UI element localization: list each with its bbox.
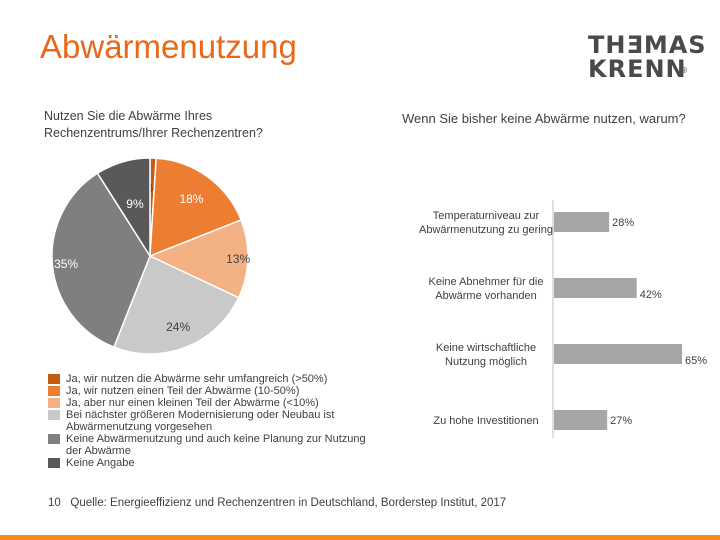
bar-category-label: Temperaturniveau zur Abwärmenutzung zu ge… <box>419 210 553 236</box>
bar <box>554 212 610 232</box>
pie-slice <box>96 157 151 259</box>
legend-swatch <box>48 398 60 408</box>
pie-data-label: 35% <box>54 257 78 271</box>
logo-line-1: THƎMAS <box>588 31 707 59</box>
legend-label: Ja, aber nur einen kleinen Teil der Abwä… <box>66 397 319 409</box>
pie-slice <box>149 157 243 258</box>
legend-item: Bei nächster größeren Modernisierung ode… <box>48 409 368 433</box>
legend-swatch <box>48 374 60 384</box>
pie-chart: 1%18%13%24%35%9% <box>51 157 250 355</box>
legend-label: Keine Angabe <box>66 457 135 469</box>
logo-line-2: KRENN <box>588 55 687 83</box>
pie-question: Nutzen Sie die Abwärme Ihres Rechenzentr… <box>44 109 263 140</box>
legend-label: Keine Abwärmenutzung und auch keine Plan… <box>66 433 366 457</box>
bar-value-label: 28% <box>612 217 634 229</box>
legend-item: Ja, wir nutzen die Abwärme sehr umfangre… <box>48 373 368 385</box>
bar-category-label: Zu hohe Investitionen <box>433 415 538 427</box>
pie-data-label: 9% <box>126 197 144 211</box>
legend-label: Ja, wir nutzen die Abwärme sehr umfangre… <box>66 373 328 385</box>
page-title: Abwärmenutzung <box>40 28 297 65</box>
legend-label: Bei nächster größeren Modernisierung ode… <box>66 409 335 433</box>
bar-chart: Temperaturniveau zur Abwärmenutzung zu ge… <box>419 200 707 438</box>
legend-item: Ja, aber nur einen kleinen Teil der Abwä… <box>48 397 368 409</box>
source-note: Quelle: Energieeffizienz und Rechenzentr… <box>70 497 507 509</box>
bar-value-label: 27% <box>610 415 632 427</box>
legend-swatch <box>48 434 60 444</box>
legend-swatch <box>48 386 60 396</box>
legend-swatch <box>48 458 60 468</box>
bar <box>554 278 637 298</box>
pie-slice <box>51 172 151 349</box>
bar-category-label: Keine Abnehmer für die Abwärme vorhanden <box>429 276 544 302</box>
pie-data-label: 24% <box>166 320 190 334</box>
logo-registered-mark: ® <box>680 66 689 75</box>
bottom-accent-rule <box>0 535 720 540</box>
pie-legend: Ja, wir nutzen die Abwärme sehr umfangre… <box>48 373 368 469</box>
legend-item: Keine Angabe <box>48 457 368 469</box>
bar-question: Wenn Sie bisher keine Abwärme nutzen, wa… <box>402 111 686 126</box>
bar-category-label: Keine wirtschaftliche Nutzung möglich <box>436 342 536 368</box>
bar <box>554 410 608 430</box>
pie-slice <box>112 254 240 355</box>
pie-data-label: 18% <box>179 192 203 206</box>
thomas-krenn-logo: THƎMAS KRENN ® <box>588 31 707 85</box>
page-number: 10 <box>48 497 61 509</box>
legend-label: Ja, wir nutzen einen Teil der Abwärme (1… <box>66 385 300 397</box>
footer: 10 Quelle: Energieeffizienz und Rechenze… <box>48 497 506 509</box>
bar-value-label: 42% <box>640 289 662 301</box>
bar <box>554 344 682 364</box>
pie-slice <box>148 218 249 299</box>
legend-swatch <box>48 410 60 420</box>
legend-item: Keine Abwärmenutzung und auch keine Plan… <box>48 433 368 457</box>
bar-value-label: 65% <box>685 355 707 367</box>
pie-data-label: 13% <box>226 252 250 266</box>
legend-item: Ja, wir nutzen einen Teil der Abwärme (1… <box>48 385 368 397</box>
